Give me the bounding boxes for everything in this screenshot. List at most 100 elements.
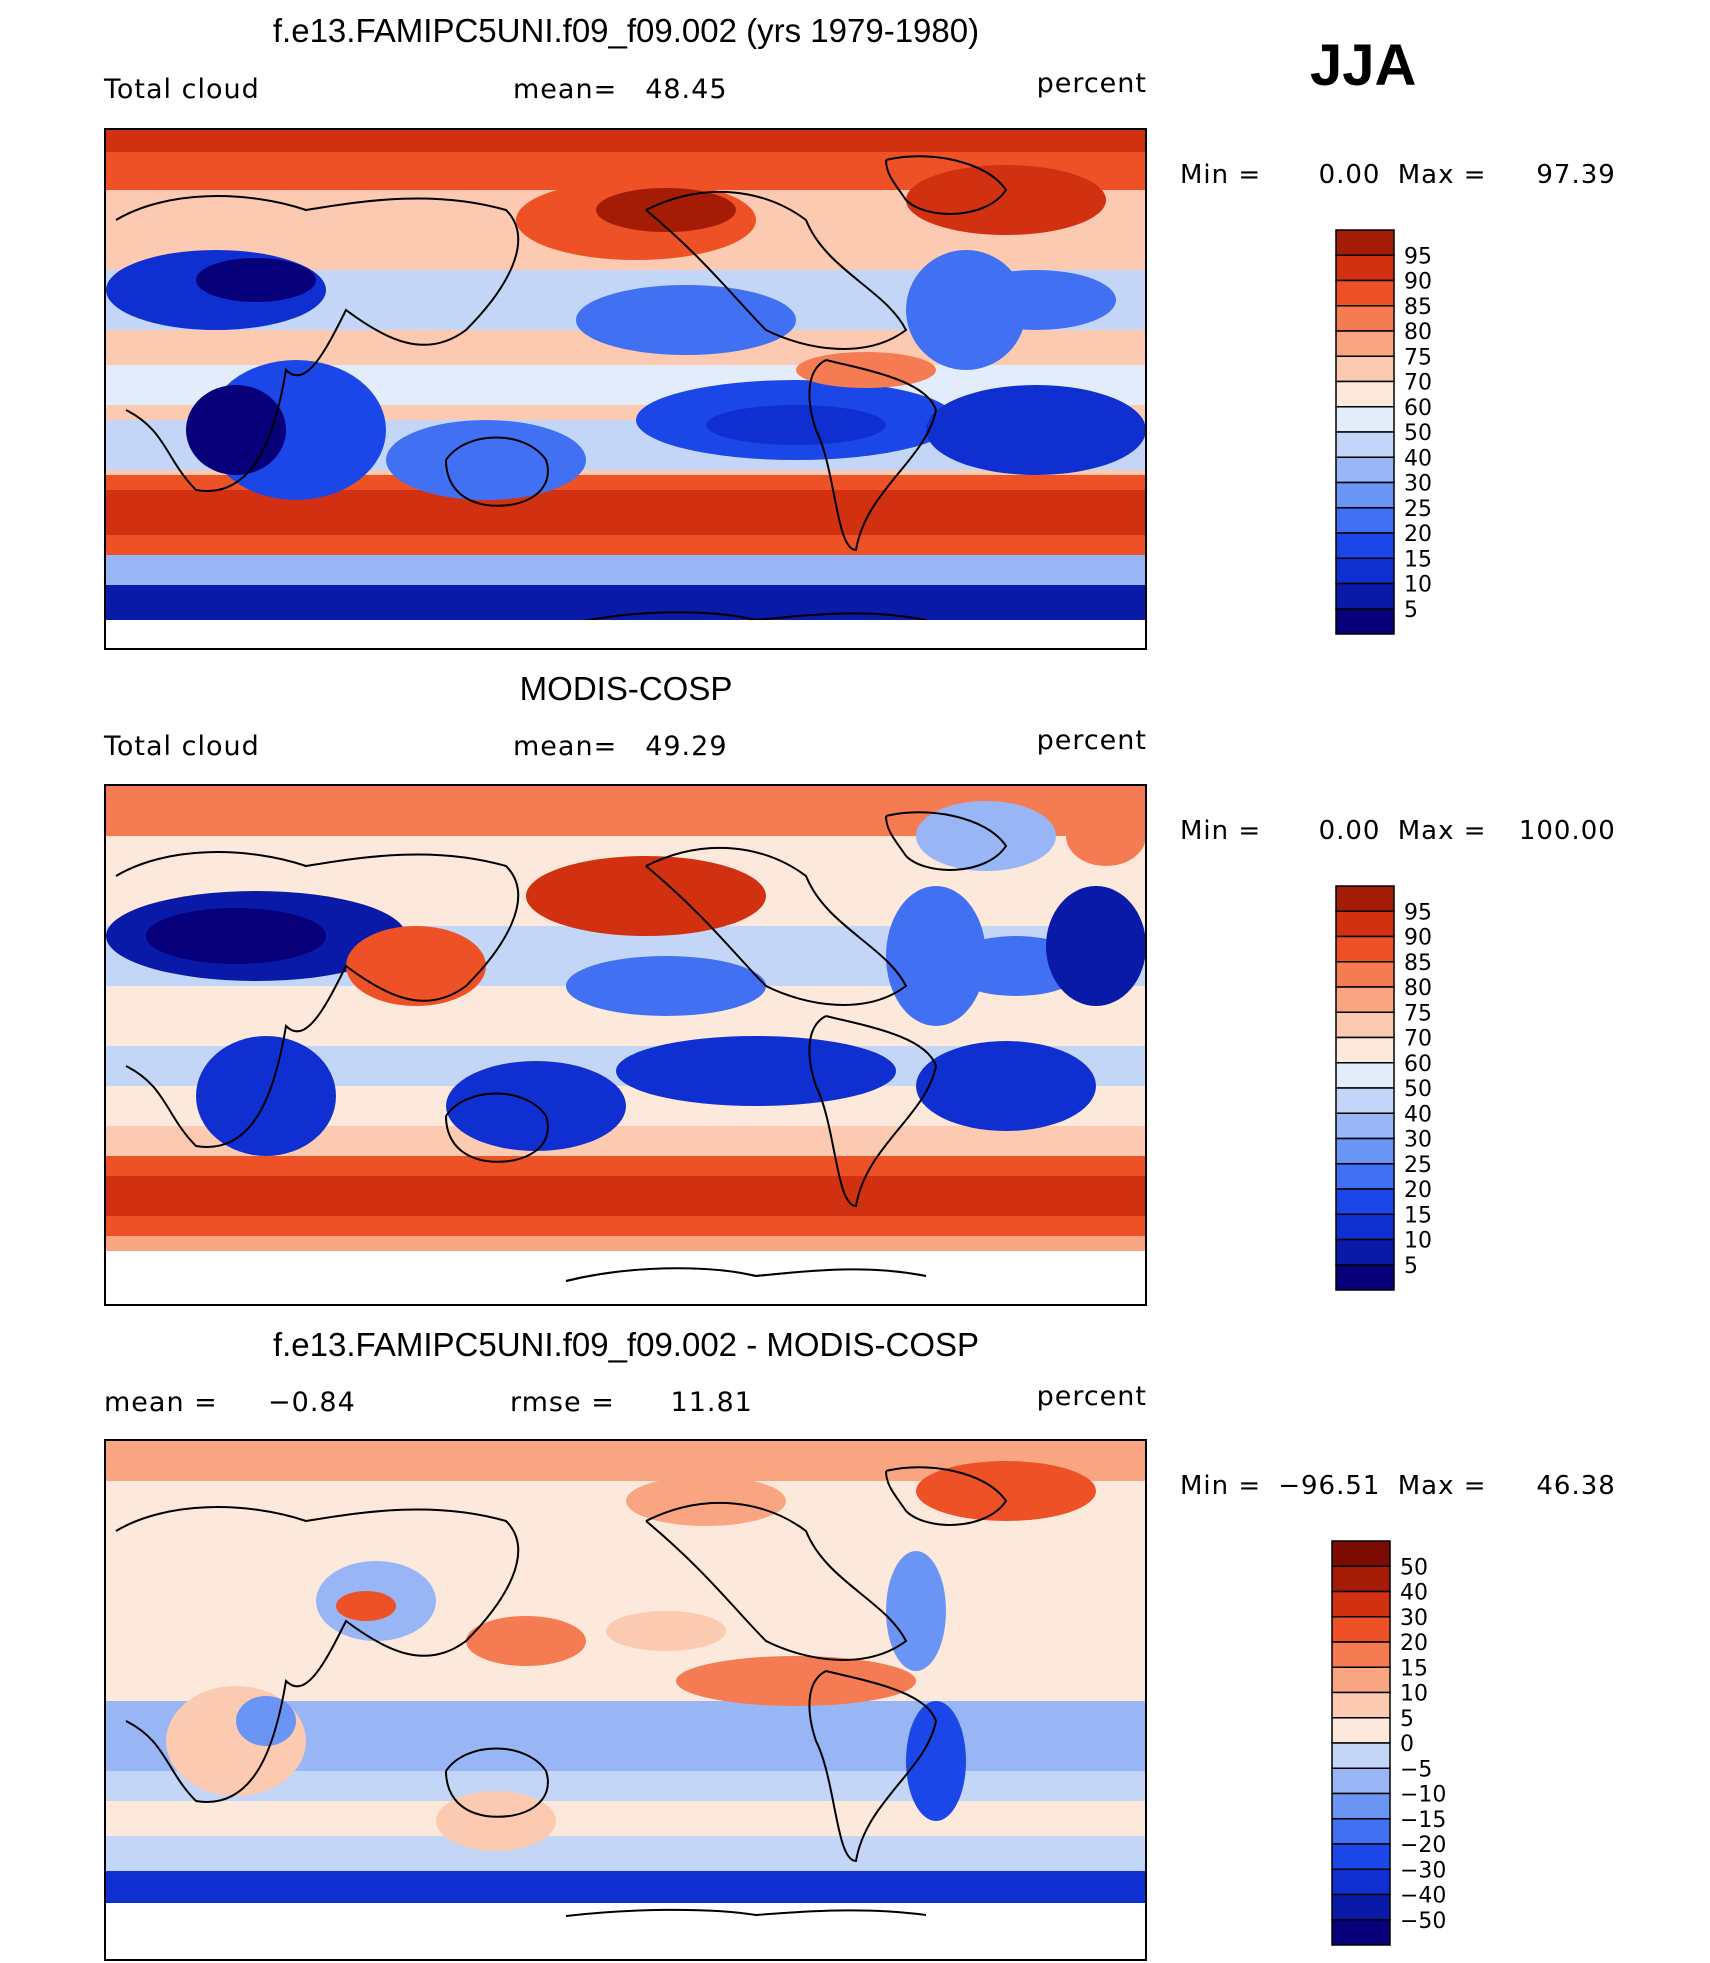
colorbar-tick-label: 30 xyxy=(1400,1606,1428,1631)
panel2-variable: Total cloud xyxy=(104,731,260,762)
colorbar-swatch xyxy=(1335,1238,1395,1266)
panel3-rmse-value: 11.81 xyxy=(670,1387,753,1418)
panel1-map xyxy=(104,128,1147,650)
colorbar-tick-label: 10 xyxy=(1404,1229,1432,1254)
panel3-max-value: 46.38 xyxy=(1536,1471,1616,1501)
colorbar-swatch xyxy=(1335,456,1395,484)
colorbar-swatch xyxy=(1335,986,1395,1013)
panel3-mean-label: mean = xyxy=(104,1387,218,1418)
panel3-field xyxy=(106,1441,1145,1903)
panel2-mean-value: 49.29 xyxy=(645,731,728,762)
colorbar-tick-label: −30 xyxy=(1400,1858,1446,1883)
colorbar-tick-label: 30 xyxy=(1404,1128,1432,1153)
colorbar-swatch xyxy=(1335,582,1395,610)
colorbar-tick-label: −20 xyxy=(1400,1833,1446,1858)
panel2-map-svg xyxy=(106,786,1145,1282)
colorbar-swatch xyxy=(1335,406,1395,433)
colorbar-swatch xyxy=(1335,279,1395,307)
colorbar-tick-label: 50 xyxy=(1400,1555,1428,1580)
colorbar-tick-label: 15 xyxy=(1404,1203,1432,1228)
panel3-rmse-label: rmse = xyxy=(510,1387,615,1418)
colorbar-swatch xyxy=(1335,532,1395,559)
colorbar-tick-label: 10 xyxy=(1400,1682,1428,1707)
panel2-max-value: 100.00 xyxy=(1518,816,1616,846)
colorbar-tick-label: 10 xyxy=(1404,573,1432,598)
panel1-mean-label: mean= xyxy=(513,74,618,105)
colorbar-tick-label: 95 xyxy=(1404,900,1432,925)
panel3-min-value: −96.51 xyxy=(1278,1471,1381,1501)
panel1-variable: Total cloud xyxy=(104,74,260,105)
colorbar-swatch xyxy=(1331,1540,1391,1567)
colorbar-tick-label: 80 xyxy=(1404,320,1432,345)
colorbar-swatch xyxy=(1335,1062,1395,1089)
colorbar-tick-label: 75 xyxy=(1404,1001,1432,1026)
panel3-max-label: Max = xyxy=(1397,1471,1487,1501)
colorbar-swatch xyxy=(1335,557,1395,585)
colorbar-tick-label: −15 xyxy=(1400,1808,1446,1833)
colorbar-tick-label: 75 xyxy=(1404,345,1432,370)
colorbar-swatch xyxy=(1331,1666,1391,1694)
colorbar-swatch xyxy=(1331,1590,1391,1618)
colorbar-swatch xyxy=(1335,935,1395,963)
colorbar-swatch xyxy=(1335,608,1395,635)
colorbar-swatch xyxy=(1335,910,1395,938)
colorbar-tick-label: 25 xyxy=(1404,497,1432,522)
colorbar-swatch xyxy=(1335,481,1395,509)
colorbar-swatch xyxy=(1335,1137,1395,1165)
panel1-map-svg xyxy=(106,130,1145,648)
panel1-max-label: Max = xyxy=(1397,160,1487,190)
colorbar-tick-label: 70 xyxy=(1404,1027,1432,1052)
colorbar-swatch xyxy=(1331,1565,1391,1593)
colorbar-swatch xyxy=(1331,1691,1391,1719)
panel3-map xyxy=(104,1439,1147,1961)
colorbar-tick-label: 40 xyxy=(1404,446,1432,471)
colorbar-swatch xyxy=(1331,1843,1391,1870)
colorbar-tick-label: 85 xyxy=(1404,951,1432,976)
colorbar-swatch xyxy=(1335,254,1395,282)
colorbar-tick-label: 50 xyxy=(1404,1077,1432,1102)
colorbar-tick-label: 5 xyxy=(1404,1254,1418,1279)
colorbar-swatch xyxy=(1331,1893,1391,1921)
colorbar-tick-label: 25 xyxy=(1404,1153,1432,1178)
colorbar-swatch xyxy=(1335,1087,1395,1114)
colorbar-swatch xyxy=(1335,355,1395,383)
panel1-units: percent xyxy=(1036,68,1147,99)
panel3-minmax: Min = −96.51 Max = 46.38 xyxy=(1180,1471,1616,1501)
season-label: JJA xyxy=(1310,33,1417,98)
panel3-units: percent xyxy=(1036,1381,1147,1412)
panel1-min-value: 0.00 xyxy=(1318,160,1381,190)
colorbar-tick-label: 50 xyxy=(1404,421,1432,446)
colorbar-swatch xyxy=(1335,1112,1395,1140)
panel2-min-label: Min = xyxy=(1180,816,1262,846)
colorbar-tick-label: 30 xyxy=(1404,472,1432,497)
colorbar-tick-label: 90 xyxy=(1404,270,1432,295)
colorbar-swatch xyxy=(1335,1264,1395,1291)
colorbar-swatch xyxy=(1331,1742,1391,1769)
colorbar-swatch xyxy=(1335,507,1395,534)
panel1-max-value: 97.39 xyxy=(1536,160,1616,190)
panel3-rmse: rmse = 11.81 xyxy=(510,1387,753,1418)
panel2-max-label: Max = xyxy=(1397,816,1487,846)
colorbar-swatch xyxy=(1335,330,1395,357)
colorbar-swatch xyxy=(1331,1767,1391,1795)
panel2-title: MODIS-COSP xyxy=(519,670,733,707)
colorbar-tick-label: −10 xyxy=(1400,1783,1446,1808)
colorbar-tick-label: 20 xyxy=(1404,522,1432,547)
colorbar-tick-label: 40 xyxy=(1400,1581,1428,1606)
colorbar-swatch xyxy=(1331,1641,1391,1668)
panel3-coastlines xyxy=(115,1466,1008,1863)
panel1-minmax: Min = 0.00 Max = 97.39 xyxy=(1180,160,1616,190)
colorbar-swatch xyxy=(1335,1036,1395,1064)
colorbar-tick-label: 5 xyxy=(1400,1707,1414,1732)
panel1-title: f.e13.FAMIPC5UNI.f09_f09.002 (yrs 1979-1… xyxy=(272,12,980,49)
colorbar-swatch xyxy=(1331,1717,1391,1744)
colorbar-swatch xyxy=(1335,305,1395,332)
panel2-mean-label: mean= xyxy=(513,731,618,762)
colorbar-swatch xyxy=(1335,229,1395,256)
panel3-mean-value: −0.84 xyxy=(268,1387,356,1418)
colorbar-swatch xyxy=(1335,1188,1395,1215)
panel2-field xyxy=(106,786,1145,1251)
colorbar-tick-label: 60 xyxy=(1404,396,1432,421)
